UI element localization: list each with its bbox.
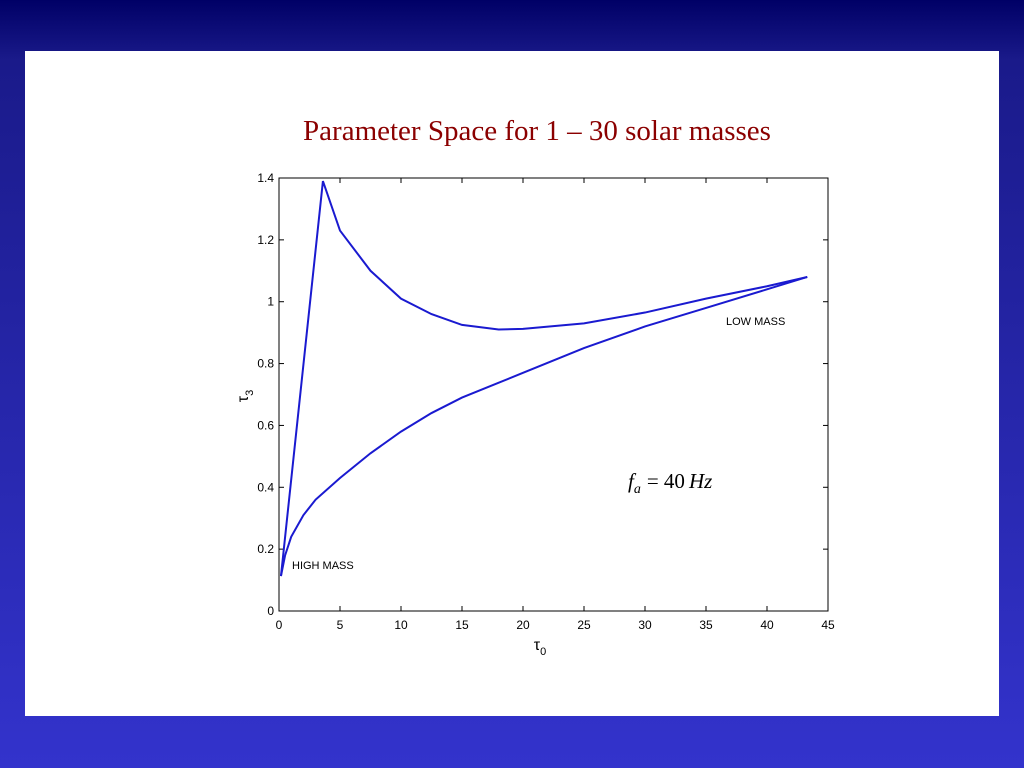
plot-frame xyxy=(278,177,829,612)
y-tick-label: 0.6 xyxy=(257,418,274,432)
x-label: τ0 xyxy=(534,637,546,658)
x-tick-label: 45 xyxy=(821,618,835,632)
y-tick-label: 1.4 xyxy=(257,171,274,185)
annotation-part: = 40 xyxy=(647,469,685,493)
curve xyxy=(279,276,808,577)
y-tick-label: 0.2 xyxy=(257,542,274,556)
x-tick-label: 40 xyxy=(760,618,774,632)
x-tick-label: 0 xyxy=(276,618,283,632)
x-tick-label: 10 xyxy=(394,618,408,632)
y-label-subscript: 3 xyxy=(244,390,256,396)
x-tick-label: 20 xyxy=(516,618,530,632)
annotation: LOW MASS xyxy=(726,316,785,328)
y-label-symbol: τ xyxy=(235,395,252,402)
x-tick-label: 15 xyxy=(455,618,469,632)
annotation-part: a xyxy=(634,482,641,497)
chart-title: Parameter Space for 1 – 30 solar masses xyxy=(303,115,771,147)
curve xyxy=(279,180,808,577)
y-tick-label: 1.2 xyxy=(257,233,274,247)
x-label-subscript: 0 xyxy=(540,646,546,658)
y-tick-label: 0 xyxy=(267,604,274,618)
x-tick-label: 25 xyxy=(577,618,591,632)
annotation: fa = 40 Hz xyxy=(628,469,712,497)
x-label-symbol: τ xyxy=(534,637,541,654)
x-tick-label: 30 xyxy=(638,618,652,632)
annotation: HIGH MASS xyxy=(292,560,354,572)
annotation-part: Hz xyxy=(688,469,712,493)
y-label: τ3 xyxy=(235,390,256,402)
y-tick-label: 0.8 xyxy=(257,357,274,371)
x-tick-label: 35 xyxy=(699,618,713,632)
y-tick-label: 0.4 xyxy=(257,480,274,494)
panel xyxy=(25,51,999,716)
y-tick-label: 1 xyxy=(267,295,274,309)
annotation-part: f xyxy=(628,469,637,493)
x-tick-label: 5 xyxy=(337,618,344,632)
